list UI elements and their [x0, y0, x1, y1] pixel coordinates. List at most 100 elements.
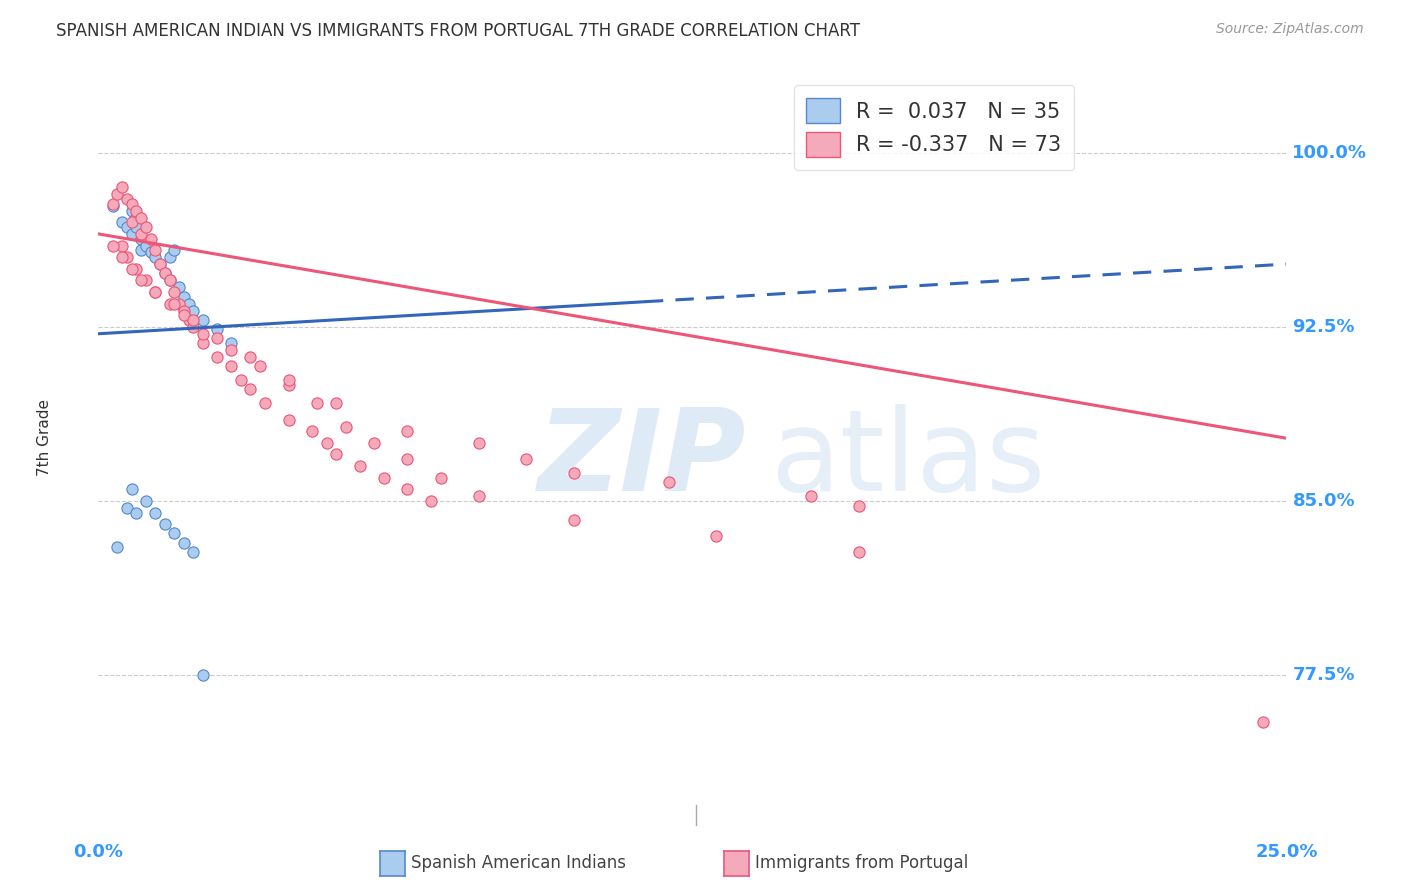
Point: [125, 261, 148, 276]
Point: [139, 231, 162, 245]
Point: [420, 494, 443, 508]
Point: [153, 266, 176, 280]
Point: [221, 336, 243, 351]
Point: [125, 219, 148, 234]
Point: [183, 313, 205, 327]
Point: [135, 238, 157, 252]
Point: [239, 383, 262, 397]
Text: 85.0%: 85.0%: [1292, 491, 1355, 510]
Point: [1251, 714, 1274, 729]
Point: [848, 499, 870, 513]
Point: [562, 466, 585, 480]
Point: [467, 489, 489, 503]
Point: [191, 668, 214, 682]
Point: [115, 500, 138, 515]
Point: [153, 517, 176, 532]
Point: [129, 243, 152, 257]
Point: [305, 396, 328, 410]
Point: [177, 296, 200, 310]
Point: [145, 506, 167, 520]
Point: [163, 526, 186, 541]
Point: [135, 219, 157, 234]
Point: [562, 512, 585, 526]
Point: [396, 483, 419, 497]
Point: [396, 452, 419, 467]
Text: Immigrants from Portugal: Immigrants from Portugal: [755, 855, 969, 872]
Text: Spanish American Indians: Spanish American Indians: [411, 855, 626, 872]
Point: [183, 545, 205, 559]
Point: [121, 203, 143, 218]
Text: 7th Grade: 7th Grade: [38, 399, 52, 475]
Point: [145, 285, 167, 299]
Point: [163, 296, 186, 310]
Point: [135, 494, 157, 508]
Text: SPANISH AMERICAN INDIAN VS IMMIGRANTS FROM PORTUGAL 7TH GRADE CORRELATION CHART: SPANISH AMERICAN INDIAN VS IMMIGRANTS FR…: [56, 22, 860, 40]
Point: [145, 285, 167, 299]
Point: [159, 296, 181, 310]
Point: [429, 471, 451, 485]
Point: [111, 238, 134, 252]
Point: [207, 350, 229, 364]
Point: [191, 313, 214, 327]
Point: [221, 343, 243, 357]
Point: [515, 452, 537, 467]
Point: [159, 273, 181, 287]
Point: [325, 448, 347, 462]
Point: [315, 436, 337, 450]
Point: [173, 290, 195, 304]
Point: [177, 313, 200, 327]
Point: [129, 231, 152, 245]
Point: [149, 257, 172, 271]
Point: [173, 308, 195, 322]
Point: [173, 535, 195, 549]
Point: [101, 238, 124, 252]
Point: [125, 203, 148, 218]
Point: [163, 285, 186, 299]
Point: [101, 199, 124, 213]
Point: [145, 243, 167, 257]
Point: [101, 196, 124, 211]
Point: [277, 373, 299, 387]
Point: [139, 245, 162, 260]
Text: atlas: atlas: [769, 403, 1045, 515]
Point: [229, 373, 252, 387]
Point: [191, 336, 214, 351]
Point: [121, 261, 143, 276]
Point: [125, 211, 148, 225]
Point: [159, 273, 181, 287]
Point: [277, 377, 299, 392]
Point: [658, 475, 681, 490]
Point: [848, 545, 870, 559]
Text: 25.0%: 25.0%: [1256, 843, 1317, 861]
Point: [163, 243, 186, 257]
Point: [249, 359, 271, 374]
Point: [121, 215, 143, 229]
Point: [115, 192, 138, 206]
Point: [800, 489, 823, 503]
Point: [115, 250, 138, 264]
Text: Source: ZipAtlas.com: Source: ZipAtlas.com: [1216, 22, 1364, 37]
Point: [373, 471, 395, 485]
Text: 77.5%: 77.5%: [1292, 666, 1355, 684]
Point: [325, 396, 347, 410]
Point: [107, 541, 129, 555]
Point: [129, 227, 152, 241]
Point: [111, 250, 134, 264]
Point: [167, 280, 190, 294]
Point: [145, 250, 167, 264]
Text: ZIP: ZIP: [538, 403, 747, 515]
Text: 0.0%: 0.0%: [73, 843, 124, 861]
Point: [121, 227, 143, 241]
Point: [125, 506, 148, 520]
Point: [301, 424, 323, 438]
Point: [207, 331, 229, 345]
Point: [191, 326, 214, 341]
Point: [153, 266, 176, 280]
Point: [207, 322, 229, 336]
Point: [239, 350, 262, 364]
Point: [129, 273, 152, 287]
Point: [129, 211, 152, 225]
Point: [335, 419, 357, 434]
Point: [159, 250, 181, 264]
Point: [363, 436, 385, 450]
